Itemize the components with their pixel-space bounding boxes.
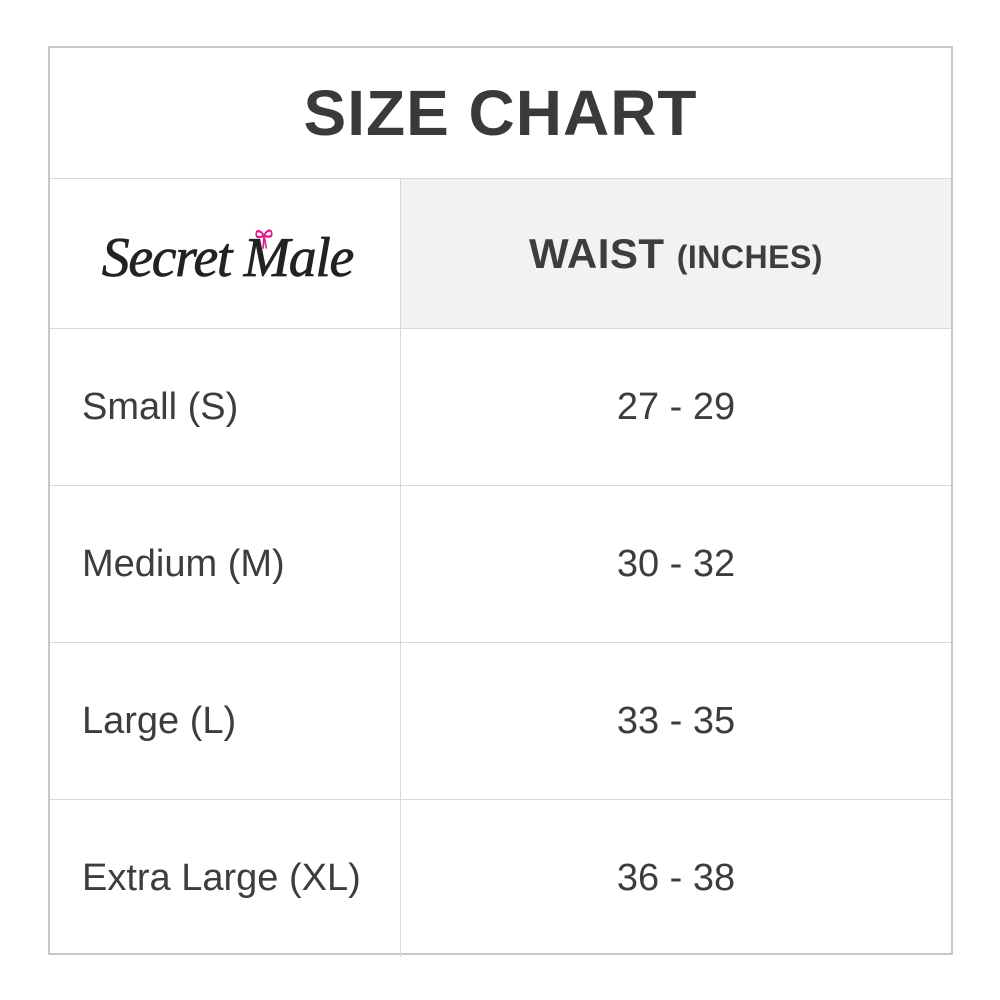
svg-text:Secret Male: Secret Male [102, 227, 354, 289]
